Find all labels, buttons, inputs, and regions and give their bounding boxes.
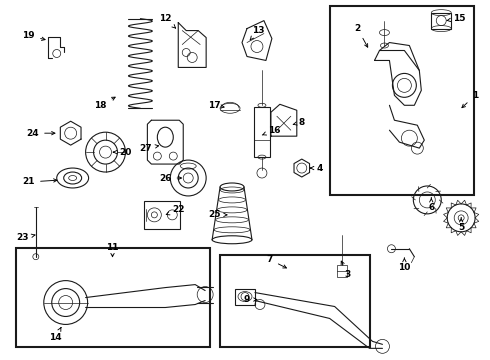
Text: 18: 18 bbox=[94, 97, 115, 110]
Text: 7: 7 bbox=[267, 255, 287, 268]
Text: 23: 23 bbox=[17, 233, 35, 242]
Text: 10: 10 bbox=[398, 258, 411, 272]
Bar bbox=[220, 255, 369, 347]
Text: 25: 25 bbox=[208, 210, 227, 219]
Text: 3: 3 bbox=[341, 261, 351, 279]
Text: 9: 9 bbox=[244, 295, 257, 304]
Text: 4: 4 bbox=[311, 163, 323, 172]
Text: 11: 11 bbox=[106, 243, 119, 257]
Bar bbox=[431, 13, 451, 28]
Text: 2: 2 bbox=[354, 24, 368, 47]
Text: 12: 12 bbox=[159, 14, 175, 28]
Text: 15: 15 bbox=[447, 14, 465, 23]
Text: 20: 20 bbox=[113, 148, 132, 157]
Text: 19: 19 bbox=[23, 31, 45, 40]
Text: 13: 13 bbox=[250, 26, 264, 40]
Text: 24: 24 bbox=[26, 129, 55, 138]
Text: 21: 21 bbox=[23, 177, 57, 186]
Text: 1: 1 bbox=[462, 91, 478, 108]
Bar bbox=[254, 107, 270, 157]
Text: 5: 5 bbox=[458, 218, 465, 232]
Text: 26: 26 bbox=[159, 174, 181, 183]
Bar bbox=[337, 265, 346, 276]
Text: 22: 22 bbox=[166, 206, 185, 215]
Text: 17: 17 bbox=[208, 101, 224, 110]
Bar bbox=[145, 201, 180, 229]
Text: 14: 14 bbox=[49, 328, 62, 342]
Text: 8: 8 bbox=[293, 118, 305, 127]
Text: 27: 27 bbox=[139, 144, 159, 153]
Text: 16: 16 bbox=[262, 126, 280, 135]
Bar bbox=[16, 248, 210, 347]
Bar bbox=[330, 6, 474, 195]
Bar bbox=[235, 289, 255, 305]
Text: 6: 6 bbox=[428, 198, 435, 212]
